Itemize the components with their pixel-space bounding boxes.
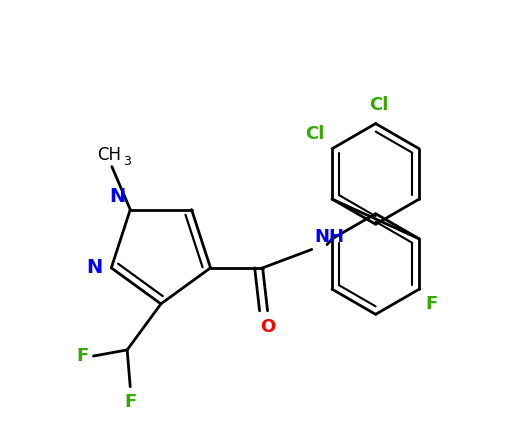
Text: N: N bbox=[109, 187, 125, 207]
Text: F: F bbox=[124, 393, 136, 411]
Text: F: F bbox=[77, 347, 89, 365]
Text: CH: CH bbox=[97, 146, 121, 164]
Text: F: F bbox=[425, 295, 438, 313]
Text: NH: NH bbox=[315, 228, 345, 246]
Text: 3: 3 bbox=[123, 155, 132, 168]
Text: O: O bbox=[260, 318, 275, 336]
Text: Cl: Cl bbox=[369, 96, 389, 114]
Text: Cl: Cl bbox=[305, 125, 325, 143]
Text: N: N bbox=[86, 259, 102, 277]
